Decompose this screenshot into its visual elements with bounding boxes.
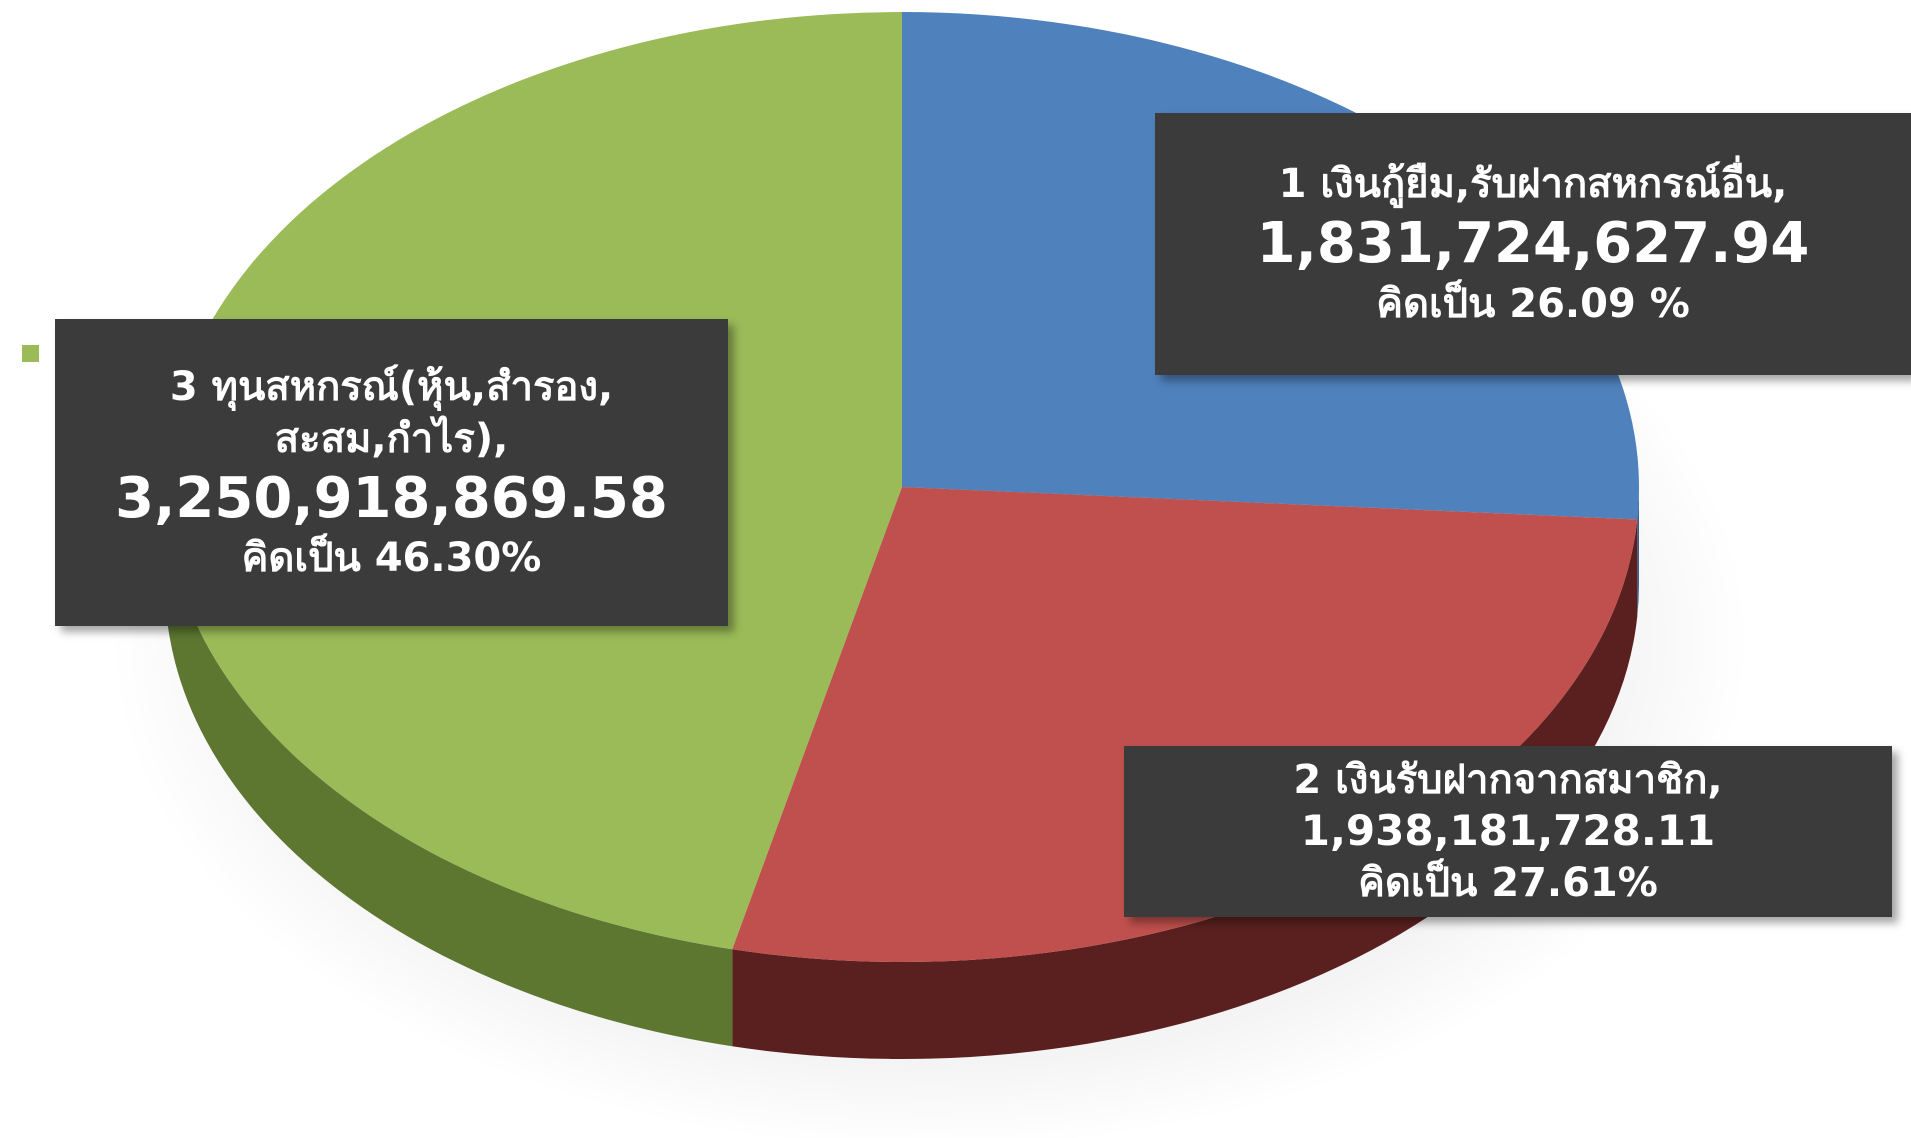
amount-label: 1,938,181,728.11 — [1300, 806, 1716, 856]
category-label: 1 เงินกู้ยืม,รับฝากสหกรณ์อื่น, — [1278, 161, 1788, 208]
percent-label: คิดเป็น 27.61% — [1358, 859, 1658, 906]
amount-label: 3,250,918,869.58 — [115, 465, 668, 531]
slice-side — [165, 487, 733, 1047]
percent-label: คิดเป็น 26.09 % — [1376, 280, 1690, 327]
percent-label: คิดเป็น 46.30% — [241, 535, 542, 582]
data-label: 3 ทุนสหกรณ์(หุ้น,สำรอง, สะสม,กำไร), 3,25… — [55, 319, 728, 626]
category-label: 3 ทุนสหกรณ์(หุ้น,สำรอง, สะสม,กำไร), — [169, 363, 614, 462]
data-label: 1 เงินกู้ยืม,รับฝากสหกรณ์อื่น, 1,831,724… — [1155, 113, 1911, 375]
slice-side — [1637, 487, 1639, 617]
amount-label: 1,831,724,627.94 — [1256, 211, 1810, 277]
legend-marker — [22, 345, 39, 362]
slice — [732, 487, 1638, 962]
category-label: 2 เงินรับฝากจากสมาชิก, — [1293, 757, 1723, 804]
data-label: 2 เงินรับฝากจากสมาชิก, 1,938,181,728.11 … — [1124, 746, 1892, 917]
slice-side — [732, 519, 1638, 1059]
